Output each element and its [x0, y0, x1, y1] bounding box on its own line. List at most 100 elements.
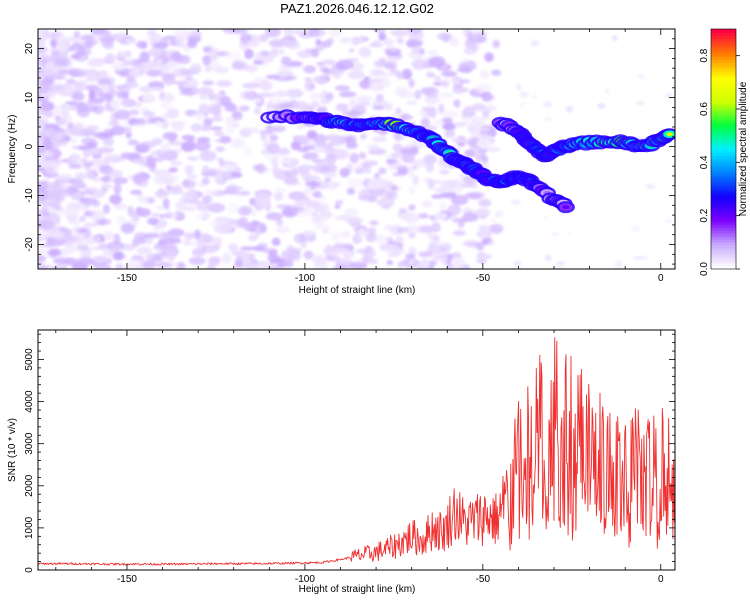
spectrogram-cell — [335, 103, 349, 112]
spectrogram-cell — [448, 263, 456, 269]
spectrogram-cell — [464, 38, 476, 49]
spectrogram-cell — [45, 60, 56, 69]
colorbar-cell — [711, 35, 736, 39]
spectrogram-cell — [148, 47, 162, 58]
spectrogram-cell — [71, 163, 82, 169]
spectrogram-cell — [335, 59, 354, 71]
spectrogram-cell — [530, 39, 540, 47]
spectrogram-cell — [223, 51, 242, 60]
spectrogram-cell — [38, 41, 47, 47]
spectrogram-cell — [324, 134, 342, 141]
spectrogram-cell — [242, 146, 253, 158]
spectrogram-cell — [100, 184, 113, 189]
spectrogram-cell — [418, 251, 433, 258]
spectrogram-cell — [566, 105, 573, 113]
spectrogram-cell — [543, 215, 549, 221]
spectrogram-cell — [494, 210, 504, 218]
spectrogram-cell — [260, 130, 268, 142]
spectrogram-cell — [367, 227, 377, 234]
spectrogram-cell — [207, 106, 222, 115]
colorbar-label: Normalized spectral amplitude — [738, 81, 749, 216]
spectrogram-xlabel: Height of straight line (km) — [299, 285, 416, 296]
colorbar-cell — [711, 185, 736, 189]
spectrogram-cell — [194, 109, 205, 115]
spectrogram-cell — [210, 126, 223, 131]
spectrogram-cell — [101, 83, 110, 93]
spectrogram-cell — [323, 171, 338, 178]
spectrogram-cell — [297, 135, 310, 141]
spectrogram-cell — [158, 214, 166, 219]
spectrogram-cell — [457, 66, 473, 73]
spectrogram-cell — [38, 69, 45, 74]
spectrogram-cell — [105, 169, 124, 178]
colorbar-cell — [711, 173, 736, 177]
spectrogram-cell — [325, 92, 334, 101]
spectrogram-cell — [269, 48, 279, 57]
spectrogram-cell — [67, 121, 74, 130]
spectrogram-cell — [85, 39, 94, 49]
snr-axes: -150 -100 -50 0 0 1000 2000 3000 4000 5000 — [24, 330, 675, 585]
spectrogram-cell — [155, 58, 164, 69]
spectrogram-cell — [225, 103, 238, 112]
colorbar-cell — [711, 47, 736, 51]
spectrogram-cell — [266, 143, 281, 155]
spectrogram-cell — [275, 218, 284, 227]
spectrogram-cell — [68, 36, 85, 43]
spectrogram-cell — [239, 90, 254, 100]
colorbar-cell — [711, 260, 736, 264]
spectrogram-cell — [116, 91, 129, 99]
colorbar-cell — [711, 188, 736, 192]
spectrogram-cell — [210, 116, 224, 122]
colorbar-gradient — [711, 29, 736, 270]
colorbar-cell — [711, 38, 736, 42]
spectrogram-cell — [315, 39, 322, 45]
spectrogram-cell — [380, 72, 398, 77]
spectrogram-cell — [285, 88, 304, 98]
spectrogram-cell — [187, 39, 197, 49]
spectrogram-cell — [152, 224, 160, 235]
spectrogram-cell — [38, 161, 50, 166]
colorbar-tick-label: 0.0 — [699, 262, 710, 276]
spectrogram-cell — [281, 249, 296, 259]
spectrogram-cell — [161, 72, 176, 81]
spectrogram-cell — [369, 82, 385, 92]
spectrogram-cell — [358, 228, 366, 239]
spectrogram-cell — [284, 75, 298, 81]
spectrogram-cell — [38, 50, 47, 60]
spectrogram-cell — [43, 140, 52, 148]
spectrogram-cell — [259, 33, 269, 43]
spectrogram-cell — [38, 83, 51, 94]
spectrogram-cell — [107, 89, 118, 96]
spectrogram-cell — [222, 252, 231, 261]
spectrogram-cell — [181, 191, 198, 199]
spectrogram-cell — [185, 241, 201, 246]
spectrogram-cell — [93, 235, 101, 244]
spectrogram-cell — [190, 123, 201, 132]
spectrogram-cell — [255, 195, 271, 206]
colorbar-cell — [711, 206, 736, 210]
spectrogram-cell — [491, 69, 502, 76]
spectrogram-cell — [169, 121, 187, 126]
spectrogram-cell — [463, 105, 475, 114]
spectrogram-cell — [38, 190, 47, 198]
spectrogram-cell — [333, 148, 350, 160]
spectrogram-cell — [60, 110, 70, 118]
spectrogram-cell — [325, 153, 337, 165]
spectrogram-cell — [104, 94, 112, 101]
spectrogram-cell — [206, 168, 224, 177]
spectrogram-cell — [566, 230, 571, 235]
spectrogram-cell — [88, 89, 96, 101]
spectrogram-cell — [82, 222, 99, 228]
spectrogram-cell — [242, 82, 260, 89]
spectrogram-cell — [243, 64, 259, 73]
snr-series-line — [38, 337, 675, 566]
spectrogram-cell — [69, 72, 83, 77]
spectrogram-cell — [401, 153, 415, 164]
spectrogram-cell — [87, 170, 94, 180]
colorbar-cell — [711, 245, 736, 249]
spectrogram-cell — [131, 211, 140, 222]
spectrogram-cell — [55, 131, 64, 141]
spectrogram-cell — [186, 138, 196, 149]
spectrogram-cell — [306, 130, 318, 140]
